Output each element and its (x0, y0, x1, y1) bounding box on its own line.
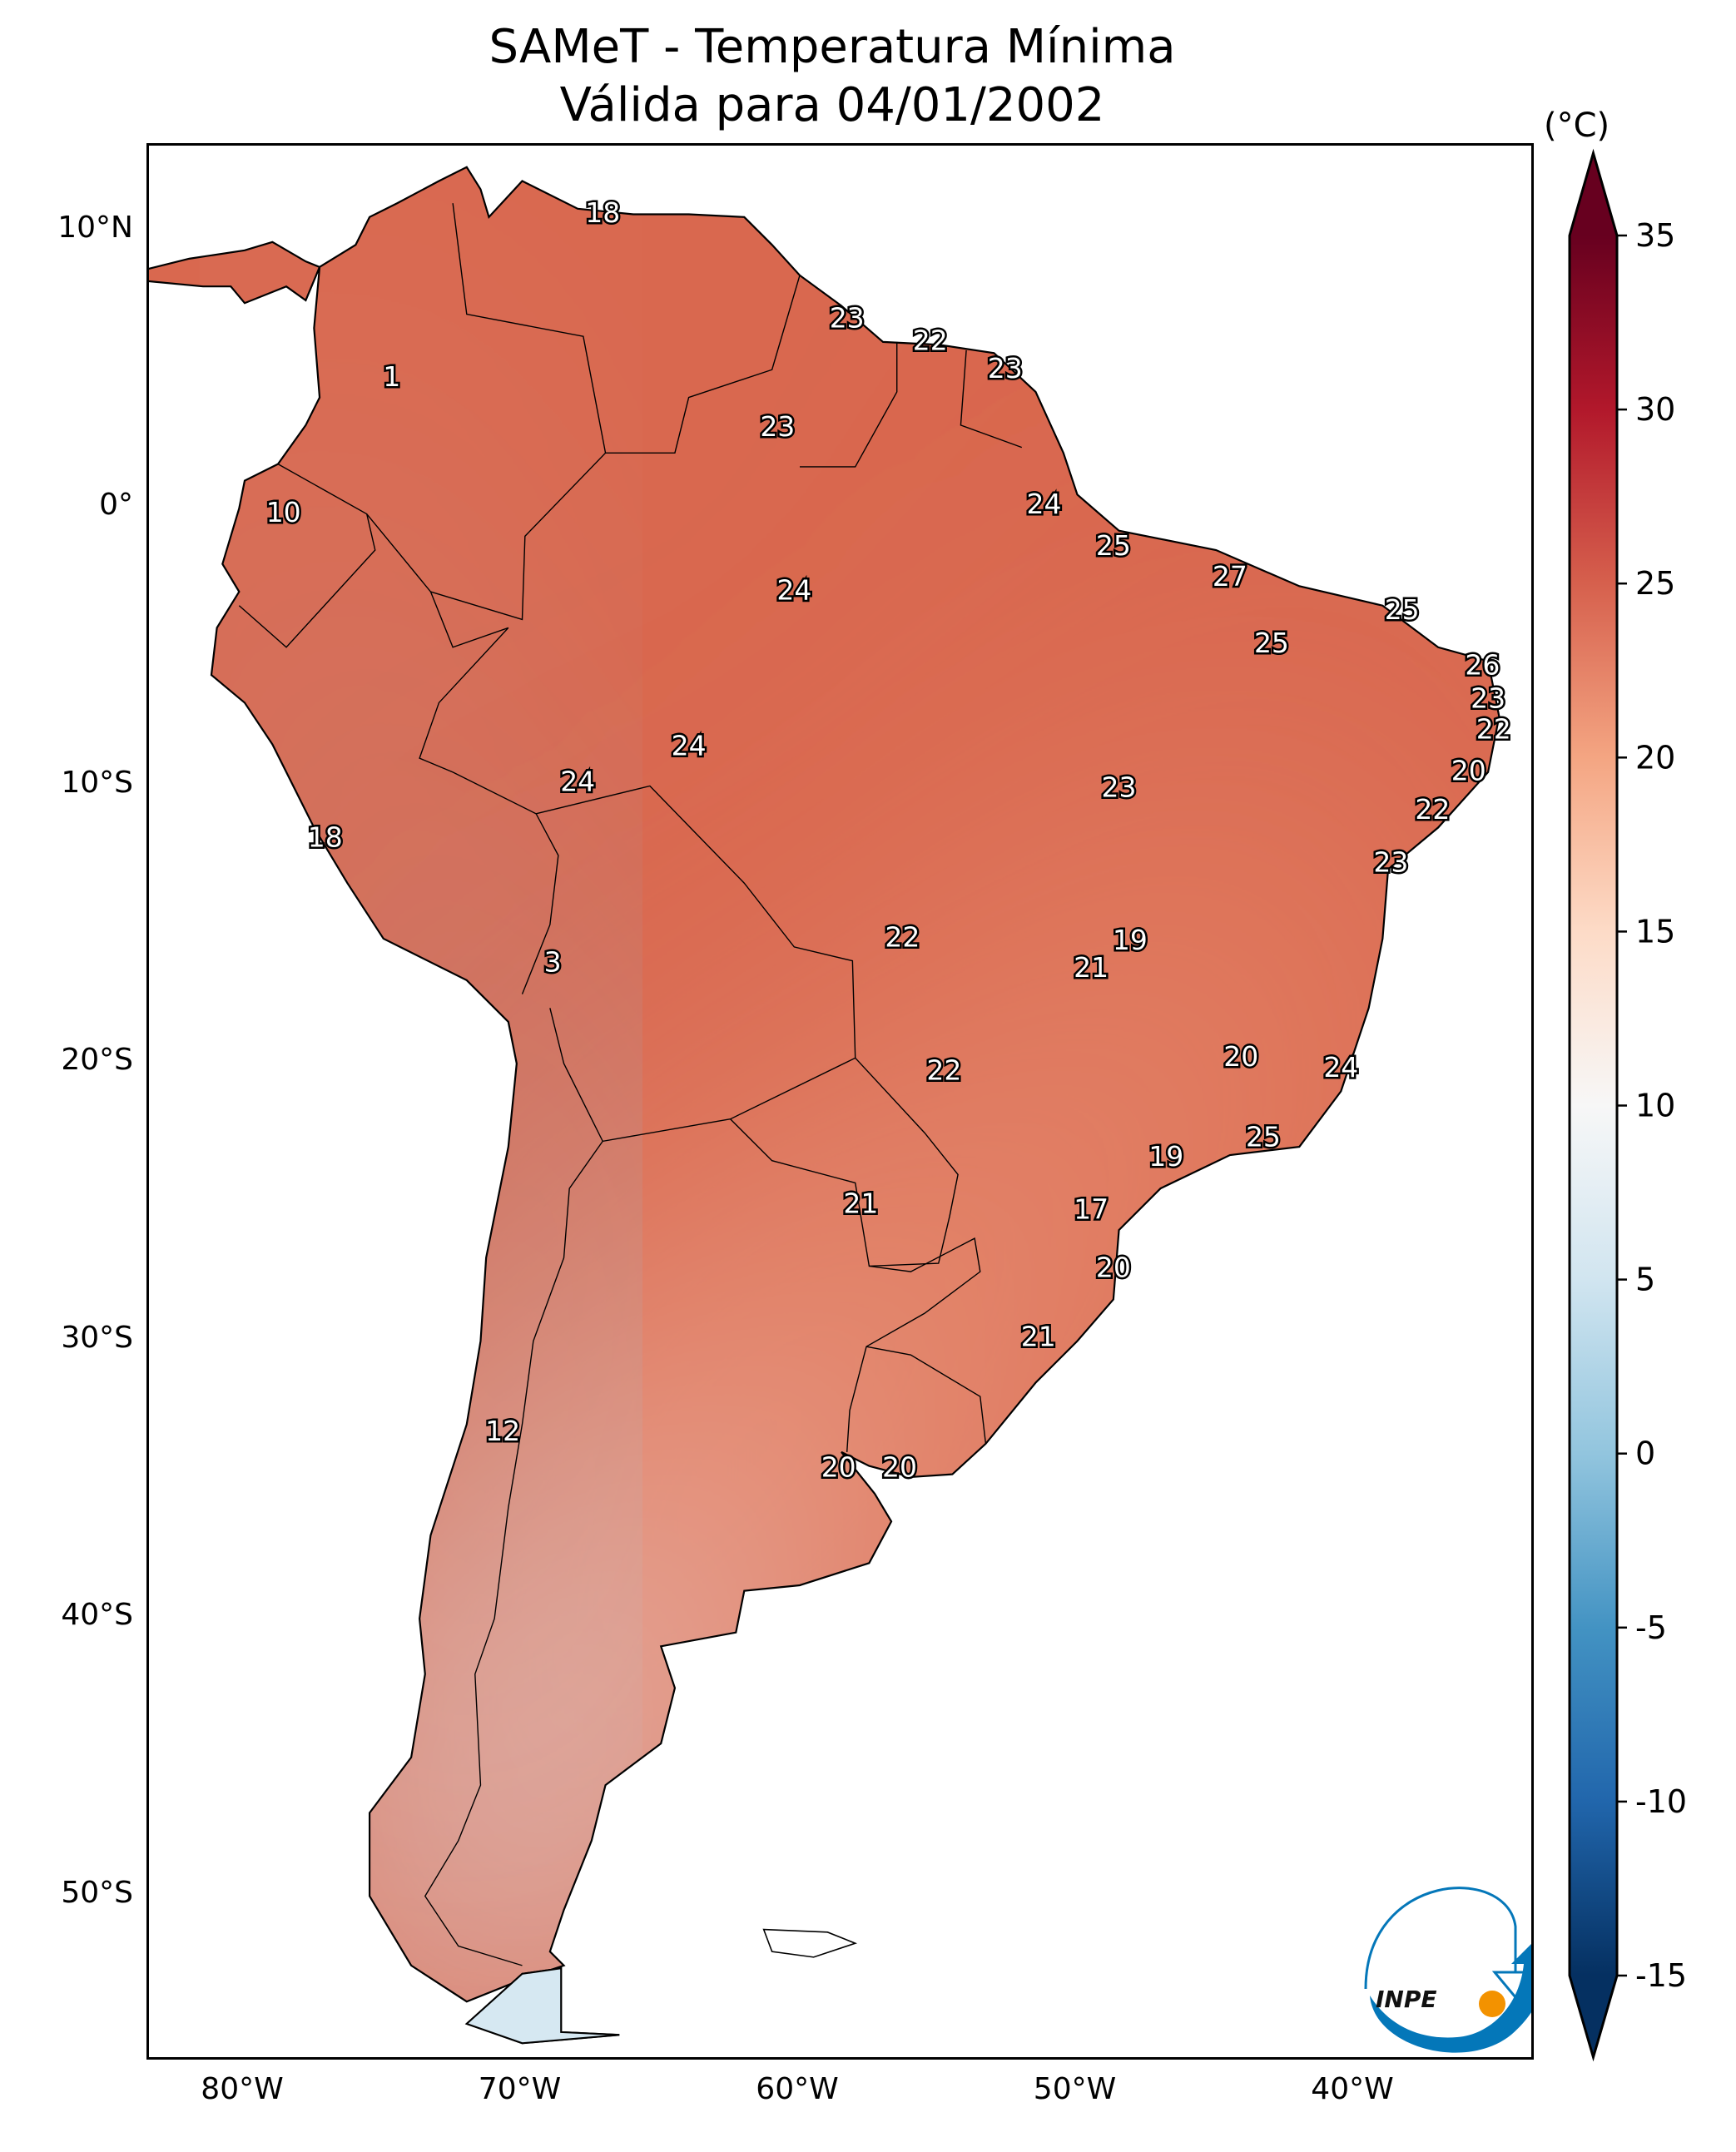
station-label: 23 (1102, 771, 1137, 803)
station-label: 20 (1451, 754, 1486, 786)
colorbar: 35 30 25 20 15 10 5 0 -5 -10 -15 (1568, 148, 1687, 2062)
station-label: 20 (1223, 1040, 1258, 1073)
station-label: 23 (988, 352, 1023, 384)
station-label: 21 (1074, 951, 1109, 984)
station-label: 19 (1148, 1140, 1183, 1173)
country-borders (239, 203, 1021, 1966)
station-label: 12 (485, 1415, 520, 1447)
logo-text: INPE (1376, 1986, 1437, 2013)
colorbar-tick-label: 20 (1635, 739, 1675, 776)
lat-tick-label: 0° (99, 488, 133, 522)
lat-tick-label: 30°S (61, 1320, 133, 1355)
colorbar-tick-label: -5 (1635, 1609, 1667, 1646)
station-label: 25 (1254, 627, 1289, 659)
colorbar-tick-label: 25 (1635, 565, 1675, 602)
station-label: 23 (830, 302, 865, 335)
colorbar-tick-label: 30 (1635, 391, 1675, 428)
station-label: 21 (1021, 1321, 1056, 1353)
lon-tick-label: 60°W (756, 2072, 839, 2106)
station-label: 27 (1213, 560, 1247, 593)
colorbar-tick-label: 10 (1635, 1088, 1675, 1124)
station-label: 23 (760, 410, 795, 443)
lat-tick-label: 40°S (61, 1598, 133, 1632)
station-label: 10 (266, 496, 301, 528)
colorbar-extend-max (1570, 153, 1617, 236)
station-label: 25 (1246, 1121, 1281, 1153)
station-label: 22 (926, 1054, 961, 1087)
station-label: 24 (560, 766, 595, 798)
lon-tick-label: 80°W (201, 2072, 284, 2106)
station-label: 25 (1385, 593, 1420, 626)
temperature-field (149, 166, 1500, 2044)
station-label: 18 (308, 821, 343, 853)
station-label: 18 (585, 196, 620, 229)
station-label: 24 (1026, 488, 1061, 520)
lon-tick-label: 70°W (478, 2072, 562, 2106)
station-label: 25 (1096, 529, 1131, 562)
station-label: 24 (776, 574, 811, 607)
colorbar-tick-label: 35 (1635, 217, 1675, 254)
station-label: 22 (885, 920, 920, 953)
station-label: 22 (1415, 793, 1450, 826)
colorbar-tick-label: 0 (1635, 1435, 1655, 1472)
inpe-logo: INPE (1364, 1887, 1531, 2053)
station-label: 21 (843, 1188, 878, 1220)
station-label: 24 (1323, 1051, 1358, 1083)
colorbar-tick-label: -10 (1635, 1783, 1687, 1820)
station-label: 26 (1465, 649, 1500, 682)
station-label: 1 (383, 360, 400, 393)
chart-subtitle: Válida para 04/01/2002 (559, 78, 1105, 132)
chart-title: SAMeT - Temperatura Mínima (489, 20, 1176, 74)
colorbar-tick-label: -15 (1635, 1957, 1687, 1994)
station-label: 22 (913, 324, 948, 356)
lat-tick-label: 50°S (61, 1875, 133, 1910)
station-label: 20 (1096, 1251, 1131, 1283)
colorbar-tick-label: 15 (1635, 913, 1675, 950)
station-label: 19 (1113, 924, 1148, 956)
colorbar-gradient (1570, 236, 1617, 1976)
lat-tick-label: 10°S (61, 765, 133, 800)
coastline (149, 167, 1499, 2043)
station-label: 22 (1476, 712, 1511, 745)
lat-tick-label: 10°N (57, 210, 133, 245)
station-label: 20 (882, 1450, 917, 1483)
station-label: 17 (1074, 1193, 1109, 1225)
colorbar-unit: (°C) (1544, 107, 1610, 145)
lon-tick-label: 40°W (1311, 2072, 1394, 2106)
colorbar-tick-label: 5 (1635, 1262, 1655, 1298)
station-label: 20 (821, 1450, 856, 1483)
station-label: 23 (1373, 845, 1408, 878)
colorbar-extend-min (1570, 1976, 1617, 2057)
station-label: 3 (544, 945, 562, 978)
station-label: 24 (672, 729, 707, 761)
station-label: 23 (1471, 682, 1505, 715)
lon-tick-label: 50°W (1033, 2072, 1117, 2106)
map-frame: 18 23 22 23 1 23 10 24 25 27 24 25 25 26 23 22 24 24 20 23 2… (146, 143, 1534, 2060)
lat-tick-label: 20°S (61, 1043, 133, 1077)
